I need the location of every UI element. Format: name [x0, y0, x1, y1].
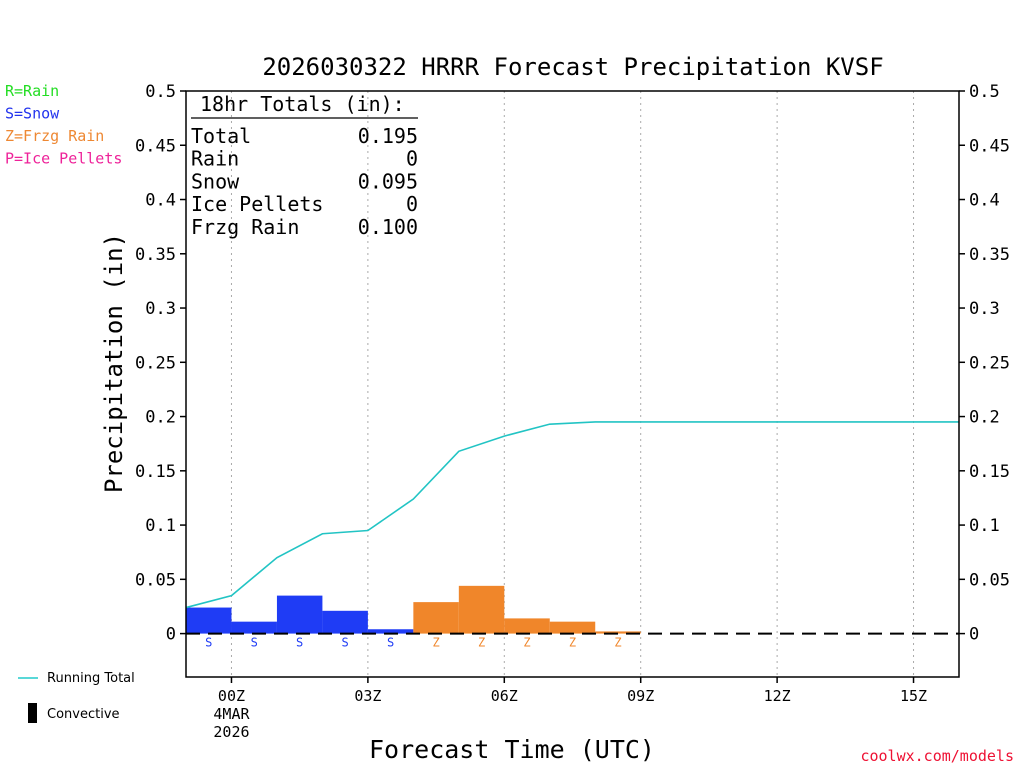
x-tick-label: 03Z — [354, 687, 381, 705]
chart-title: 2026030322 HRRR Forecast Precipitation K… — [262, 53, 883, 81]
y-tick-label-left: 0.1 — [145, 516, 176, 536]
precip-bar — [458, 585, 505, 634]
precip-bar — [504, 618, 550, 634]
y-tick-label-left: 0.5 — [145, 82, 176, 102]
totals-row-value: 0 — [406, 192, 418, 216]
x-tick-label: 12Z — [764, 687, 791, 705]
y-tick-label-left: 0.05 — [135, 570, 176, 590]
y-tick-label-left: 0.45 — [135, 136, 176, 156]
plot-frame — [185, 90, 960, 678]
legend-running-total-label: Running Total — [47, 671, 135, 686]
totals-row-value: 0 — [406, 147, 418, 171]
y-tick-label-right: 0.15 — [969, 462, 1010, 482]
y-tick-label-right: 0.45 — [969, 136, 1010, 156]
totals-row-label: Rain — [191, 147, 239, 171]
y-tick-label-right: 0.3 — [969, 299, 1000, 319]
ptype-letter: S — [251, 636, 258, 650]
y-tick-label-left: 0.3 — [145, 299, 176, 319]
ptype-letter: Z — [523, 636, 530, 650]
totals-header: 18hr Totals (in): — [200, 92, 405, 116]
type-legend-item: P=Ice Pellets — [5, 150, 122, 168]
y-axis-label: Precipitation (in) — [100, 233, 128, 493]
x-tick-label: 00Z — [218, 687, 245, 705]
totals-row-label: Snow — [191, 169, 240, 193]
precip-bar — [367, 629, 414, 634]
totals-row-value: 0.195 — [358, 124, 418, 148]
precip-bar — [276, 595, 323, 634]
x-tick-date: 4MAR — [213, 705, 250, 723]
legend-convective-label: Convective — [47, 707, 120, 722]
totals-row-value: 0.100 — [358, 215, 418, 239]
y-tick-label-right: 0.05 — [969, 570, 1010, 590]
y-tick-label-right: 0.2 — [969, 408, 1000, 428]
precip-bar — [549, 621, 596, 634]
ptype-letter: Z — [569, 636, 576, 650]
credit-text: coolwx.com/models — [860, 747, 1014, 765]
totals-row-value: 0.095 — [358, 169, 418, 193]
x-tick-label: 06Z — [491, 687, 518, 705]
ptype-letter: Z — [432, 636, 439, 650]
y-tick-label-right: 0.4 — [969, 191, 1000, 211]
y-tick-label-right: 0.25 — [969, 353, 1010, 373]
precip-bar — [186, 607, 232, 634]
totals-row-label: Total — [191, 124, 251, 148]
y-tick-label-left: 0.4 — [145, 191, 176, 211]
y-tick-label-left: 0.2 — [145, 408, 176, 428]
type-legend-item: S=Snow — [5, 105, 60, 123]
legend-convective-swatch — [28, 703, 37, 723]
y-tick-label-right: 0.5 — [969, 82, 1000, 102]
y-tick-label-left: 0.25 — [135, 353, 176, 373]
precip-bar — [595, 631, 641, 634]
y-tick-label-left: 0.15 — [135, 462, 176, 482]
x-tick-label: 15Z — [900, 687, 927, 705]
running-total-line — [185, 421, 959, 609]
totals-row-label: Frzg Rain — [191, 215, 299, 239]
precip-bar — [322, 610, 368, 634]
type-legend-item: Z=Frzg Rain — [5, 127, 104, 145]
y-tick-label-left: 0.35 — [135, 245, 176, 265]
x-tick-year: 2026 — [213, 723, 249, 741]
ptype-letter: Z — [614, 636, 621, 650]
totals-row-label: Ice Pellets — [191, 192, 323, 216]
ptype-letter: S — [387, 636, 394, 650]
x-axis-label: Forecast Time (UTC) — [369, 735, 655, 764]
type-legend-item: R=Rain — [5, 82, 59, 100]
ptype-letter: Z — [478, 636, 485, 650]
ptype-letter: S — [342, 636, 349, 650]
precip-bar — [231, 621, 277, 634]
x-tick-label: 09Z — [627, 687, 654, 705]
ptype-letter: S — [205, 636, 212, 650]
y-tick-label-right: 0.35 — [969, 245, 1010, 265]
y-tick-label-right: 0 — [969, 625, 979, 645]
y-tick-label-right: 0.1 — [969, 516, 1000, 536]
ptype-letter: S — [296, 636, 303, 650]
precip-bar — [413, 602, 459, 634]
y-tick-label-left: 0 — [166, 625, 176, 645]
